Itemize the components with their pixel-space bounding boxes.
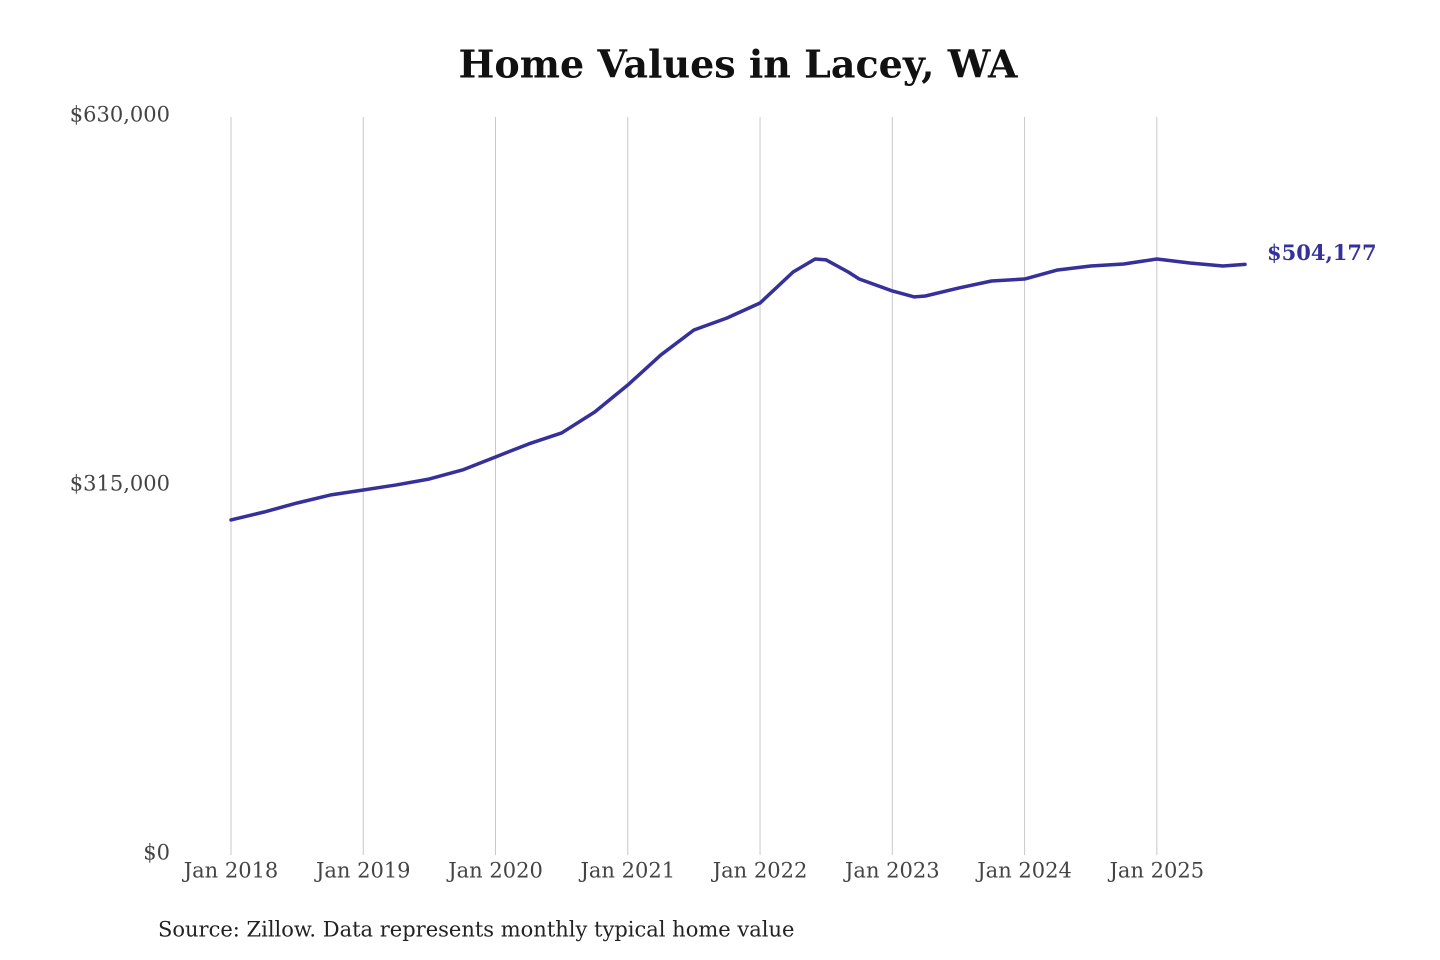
x-tick-label: Jan 2025 <box>1108 859 1205 883</box>
x-tick-label: Jan 2018 <box>182 859 279 883</box>
value-label: $504,177 <box>1267 240 1377 265</box>
series-line <box>229 257 1247 522</box>
x-tick-label: Jan 2024 <box>975 859 1072 883</box>
x-tick-label: Jan 2023 <box>843 859 940 883</box>
y-tick-label: $315,000 <box>70 472 170 496</box>
y-tick-label: $0 <box>143 841 170 865</box>
chart-title: Home Values in Lacey, WA <box>459 42 1018 87</box>
x-tick-label: Jan 2020 <box>446 859 543 883</box>
source-note: Source: Zillow. Data represents monthly … <box>158 918 794 942</box>
y-tick-label: $630,000 <box>70 103 170 127</box>
x-tick-label: Jan 2022 <box>711 859 808 883</box>
x-tick-label: Jan 2019 <box>314 859 411 883</box>
x-tick-label: Jan 2021 <box>578 859 675 883</box>
